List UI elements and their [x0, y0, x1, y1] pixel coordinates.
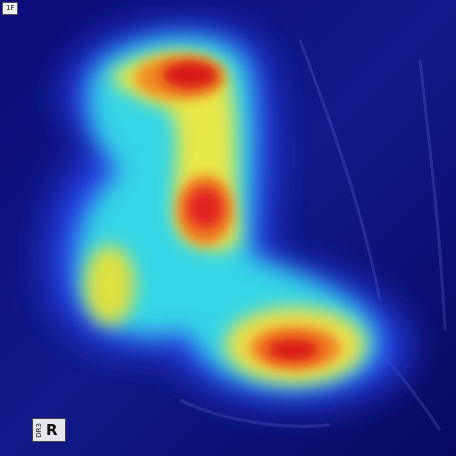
- side-marker: DR3 R: [32, 418, 66, 442]
- marker-side-text: DR3: [35, 422, 43, 438]
- marker-letter: R: [46, 421, 58, 439]
- corner-tag: 1F: [2, 2, 19, 15]
- heat-layer-red: [162, 61, 319, 361]
